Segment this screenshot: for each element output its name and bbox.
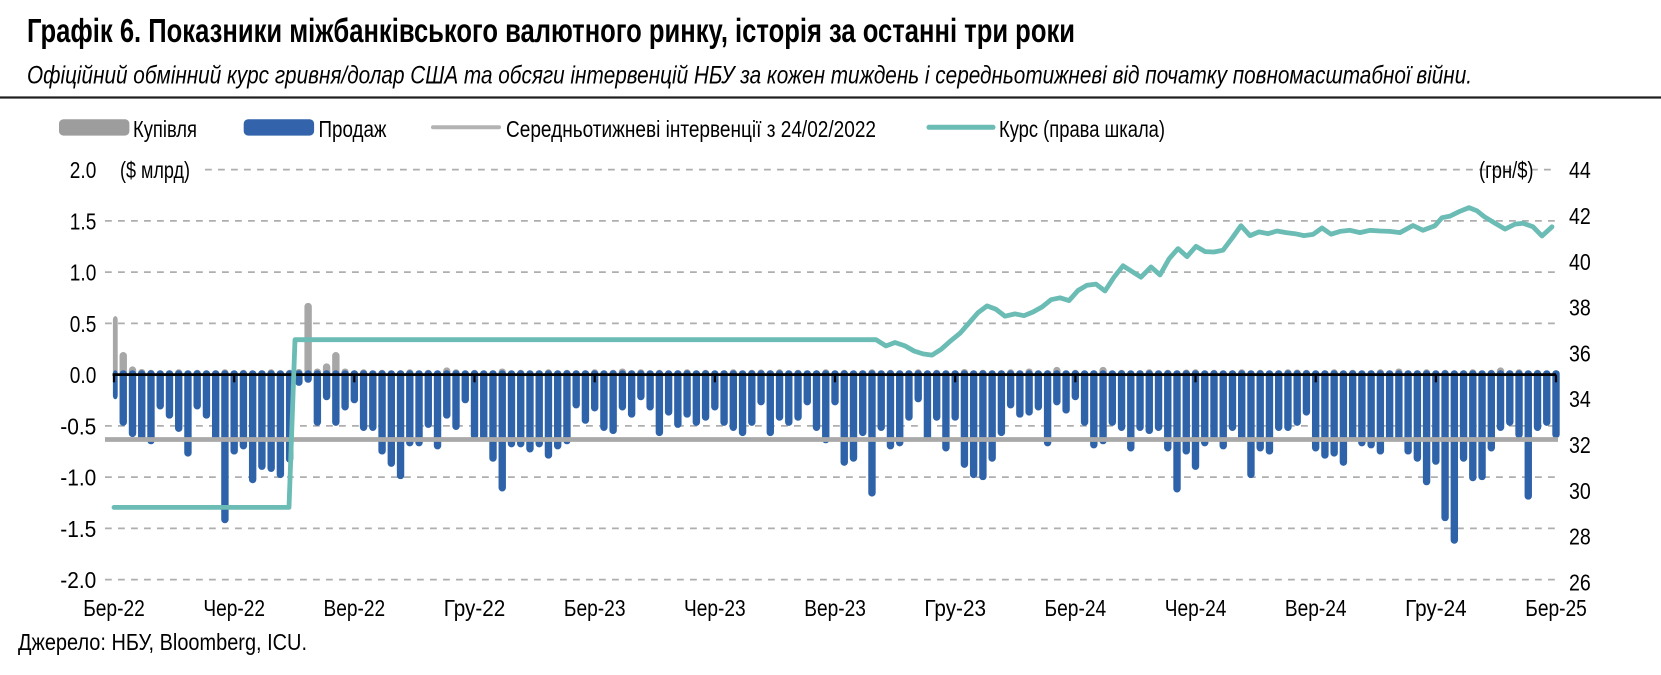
svg-text:-1.0: -1.0	[60, 465, 96, 491]
svg-text:-2.0: -2.0	[60, 567, 96, 593]
svg-text:Вер-23: Вер-23	[804, 595, 866, 621]
svg-text:44: 44	[1569, 157, 1591, 183]
svg-text:36: 36	[1569, 340, 1591, 366]
svg-text:28: 28	[1569, 524, 1591, 550]
svg-text:Гру-24: Гру-24	[1405, 595, 1467, 621]
svg-text:Бер-23: Бер-23	[564, 595, 626, 621]
svg-text:Середньотижневі інтервенції з: Середньотижневі інтервенції з 24/02/2022	[506, 116, 876, 142]
svg-text:Чер-23: Чер-23	[684, 595, 746, 621]
svg-text:1.0: 1.0	[70, 260, 97, 286]
svg-text:Джерело: НБУ, Bloomberg, ICU.: Джерело: НБУ, Bloomberg, ICU.	[18, 629, 307, 655]
svg-text:Бер-22: Бер-22	[83, 595, 145, 621]
svg-text:40: 40	[1569, 249, 1591, 275]
svg-text:Вер-22: Вер-22	[324, 595, 386, 621]
svg-text:38: 38	[1569, 295, 1591, 321]
svg-text:1.5: 1.5	[70, 208, 97, 234]
svg-text:($ млрд): ($ млрд)	[120, 157, 190, 183]
svg-text:Офіційний обмінний курс гривня: Офіційний обмінний курс гривня/долар США…	[27, 61, 1472, 89]
svg-text:Графік 6. Показники міжбанківс: Графік 6. Показники міжбанківського валю…	[27, 12, 1075, 49]
svg-text:Курс (права шкала): Курс (права шкала)	[999, 116, 1165, 142]
svg-text:Бер-24: Бер-24	[1045, 595, 1107, 621]
svg-text:34: 34	[1569, 386, 1591, 412]
svg-text:Купівля: Купівля	[133, 116, 197, 142]
svg-text:Чер-22: Чер-22	[203, 595, 265, 621]
svg-text:Бер-25: Бер-25	[1525, 595, 1587, 621]
svg-text:Чер-24: Чер-24	[1165, 595, 1227, 621]
svg-text:26: 26	[1569, 569, 1591, 595]
svg-text:-1.5: -1.5	[60, 516, 96, 542]
svg-text:-0.5: -0.5	[60, 413, 96, 439]
svg-text:Продаж: Продаж	[319, 116, 387, 142]
svg-text:0.5: 0.5	[70, 311, 97, 337]
svg-text:0.0: 0.0	[70, 362, 97, 388]
svg-text:Вер-24: Вер-24	[1285, 595, 1347, 621]
svg-text:Гру-22: Гру-22	[444, 595, 506, 621]
svg-text:2.0: 2.0	[70, 157, 97, 183]
svg-text:42: 42	[1569, 203, 1591, 229]
svg-text:30: 30	[1569, 478, 1591, 504]
svg-text:(грн/$): (грн/$)	[1479, 157, 1534, 183]
svg-text:Гру-23: Гру-23	[924, 595, 986, 621]
svg-text:32: 32	[1569, 432, 1591, 458]
